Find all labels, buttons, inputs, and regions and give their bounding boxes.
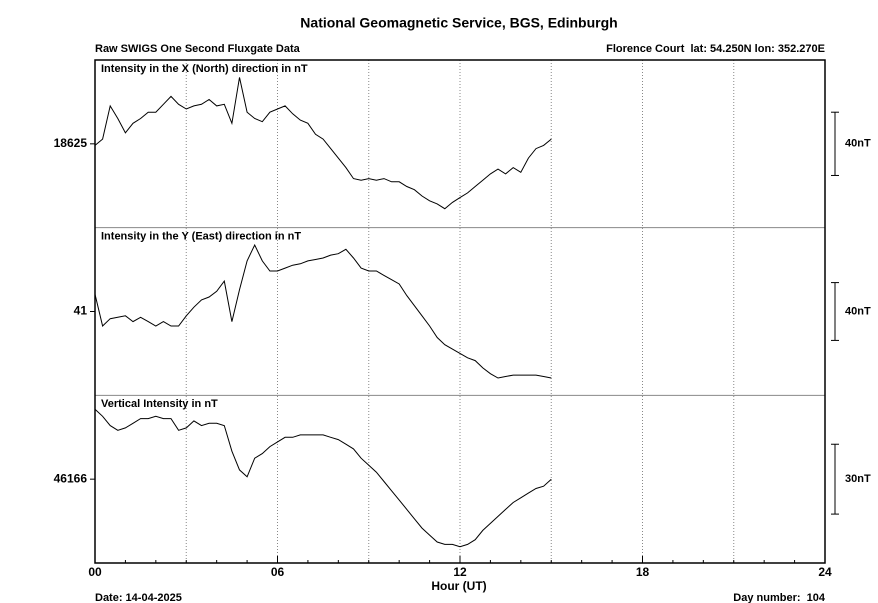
x-tick-label: 00 xyxy=(88,565,102,579)
day-number: Day number: 104 xyxy=(733,592,826,603)
scale-bar-label: 30nT xyxy=(845,473,871,485)
date: Date: 14-04-2025 xyxy=(95,592,182,603)
station: Florence Court lat: 54.250N lon: 352.270… xyxy=(606,43,825,55)
scale-bar-label: 40nT xyxy=(845,138,871,150)
plot-frame xyxy=(94,59,826,564)
x-tick-label: 12 xyxy=(453,565,467,579)
panel-title: Vertical Intensity in nT xyxy=(101,398,218,410)
subtitle: Raw SWIGS One Second Fluxgate Data xyxy=(95,43,301,55)
scale-bar-label: 40nT xyxy=(845,305,871,317)
chart-title: National Geomagnetic Service, BGS, Edinb… xyxy=(300,15,617,31)
x-tick-label: 06 xyxy=(271,565,285,579)
x-axis-label: Hour (UT) xyxy=(431,579,486,593)
trace xyxy=(94,243,552,379)
x-tick-label: 18 xyxy=(636,565,650,579)
y-tick-label: 41 xyxy=(74,304,88,318)
trace xyxy=(94,77,552,210)
panel-title: Intensity in the X (North) direction in … xyxy=(101,63,308,75)
y-tick-label: 46166 xyxy=(54,471,88,485)
x-tick-label: 24 xyxy=(818,565,832,579)
trace xyxy=(94,408,552,548)
y-tick-label: 18625 xyxy=(54,136,88,150)
panel-title: Intensity in the Y (East) direction in n… xyxy=(101,231,301,243)
